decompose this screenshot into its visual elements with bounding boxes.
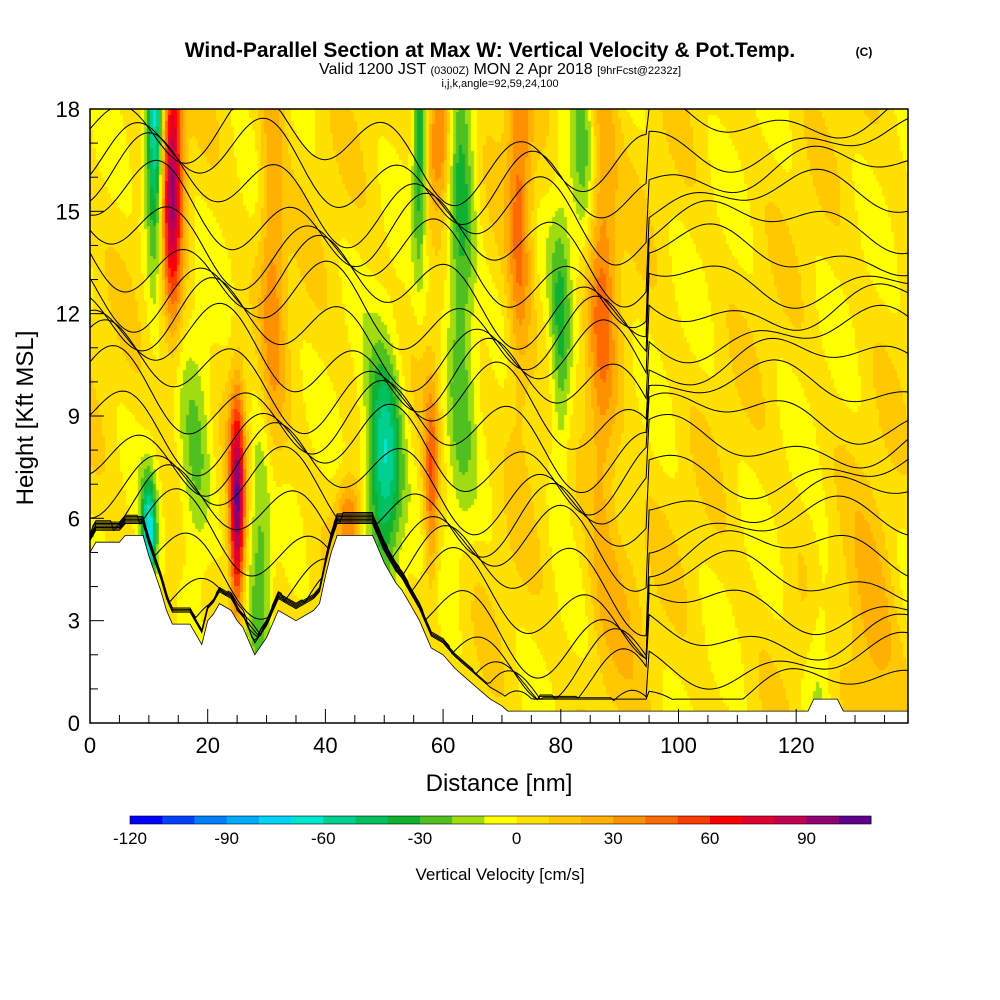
- valid-prefix: Valid 1200 JST: [319, 61, 427, 78]
- isentrope-line: [89, 414, 909, 536]
- colorbar-swatch: [645, 816, 679, 824]
- isentrope-line: [89, 518, 909, 701]
- axes: 0 20 40 60 80 100 120 0 3 6 9 12 15 18: [56, 97, 885, 758]
- colorbar-swatch: [774, 816, 808, 824]
- colorbar-swatch: [709, 816, 743, 824]
- isentrope-line: [89, 517, 909, 679]
- x-tick-label: 20: [195, 733, 219, 758]
- isentrope-line: [89, 464, 909, 592]
- isentrope-line: [89, 345, 909, 494]
- y-axis-label: Height [Kft MSL]: [12, 331, 39, 506]
- colorbar-tick-label: 0: [512, 829, 521, 848]
- isentrope-line: [89, 277, 909, 392]
- x-tick-label: 100: [660, 733, 697, 758]
- x-tick-label: 0: [84, 733, 96, 758]
- copyright-mark: (C): [856, 45, 873, 59]
- colorbar-swatch: [162, 816, 195, 824]
- colorbar-tick-label: 30: [604, 829, 623, 848]
- x-tick-label: 120: [778, 733, 815, 758]
- colorbar-swatch: [677, 816, 711, 824]
- y-tick-label: 18: [56, 97, 80, 122]
- valid-utc: (0300Z): [430, 65, 469, 77]
- colorbar-swatch: [516, 816, 550, 824]
- x-tick-label: 80: [549, 733, 573, 758]
- colorbar-swatch: [452, 816, 485, 824]
- isentrope-line: [89, 132, 909, 266]
- forecast-tag: [9hrFcst@2232z]: [597, 65, 681, 77]
- colorbar-swatch: [838, 816, 872, 824]
- y-tick-label: 0: [68, 711, 80, 736]
- isentrope-line: [89, 223, 909, 350]
- valid-date: MON 2 Apr 2018: [473, 61, 592, 78]
- chart-title: Wind-Parallel Section at Max W: Vertical…: [185, 39, 796, 62]
- isentrope-line: [89, 302, 909, 413]
- isentrope-line: [89, 159, 909, 308]
- valid-line: Valid 1200 JST (0300Z) MON 2 Apr 2018 [9…: [319, 61, 681, 78]
- colorbar-swatch: [226, 816, 260, 824]
- x-tick-label: 60: [431, 733, 455, 758]
- colorbar-swatch: [194, 816, 228, 824]
- isentrope-line: [89, 117, 909, 226]
- colorbar-swatch: [291, 816, 324, 824]
- colorbar-swatch: [387, 816, 421, 824]
- colorbar-tick-label: 90: [797, 829, 816, 848]
- colorbar-swatch: [419, 816, 453, 824]
- colorbar-tick-label: 60: [700, 829, 719, 848]
- colorbar-frame: [129, 815, 872, 825]
- colorbar-swatch: [742, 816, 775, 824]
- isentrope-line: [89, 445, 909, 558]
- colorbar-tick-label: -90: [214, 829, 239, 848]
- isentrope-line: [89, 523, 909, 700]
- terrain-mask: [89, 535, 909, 724]
- colorbar-swatch: [323, 816, 357, 824]
- colorbar-swatch: [613, 816, 646, 824]
- colorbar-tick-label: -60: [311, 829, 336, 848]
- x-tick-label: 40: [313, 733, 337, 758]
- pot-temp-contours: [89, 108, 909, 702]
- colorbar-swatch: [130, 816, 163, 824]
- isentrope-line: [89, 108, 908, 207]
- colorbar: -120 -90 -60 -30 0 30 60 90: [113, 815, 872, 848]
- colorbar-swatch: [484, 816, 518, 824]
- colorbar-swatch: [806, 816, 840, 824]
- grid-params: i,j,k,angle=92,59,24,100: [441, 78, 558, 90]
- isentrope-line: [89, 260, 909, 371]
- isentrope-line: [89, 200, 909, 329]
- isentrope-line: [89, 390, 909, 516]
- colorbar-label: Vertical Velocity [cm/s]: [415, 865, 584, 884]
- isentrope-line: [89, 516, 909, 660]
- isentrope-line: [89, 319, 909, 450]
- y-tick-label: 15: [56, 199, 80, 224]
- isentrope-line: [89, 488, 909, 637]
- y-tick-label: 12: [56, 302, 80, 327]
- isentrope-line: [89, 520, 909, 701]
- colorbar-tick-label: -30: [408, 829, 433, 848]
- y-tick-label: 6: [68, 506, 80, 531]
- terrain-fill: [89, 535, 909, 724]
- x-axis-label: Distance [nm]: [426, 770, 573, 797]
- colorbar-swatch: [355, 816, 389, 824]
- colorbar-swatch: [548, 816, 582, 824]
- colorbar-swatch: [258, 816, 292, 824]
- colorbar-swatch: [581, 816, 614, 824]
- y-tick-label: 3: [68, 609, 80, 634]
- colorbar-tick-label: -120: [113, 829, 147, 848]
- y-tick-label: 9: [68, 404, 80, 429]
